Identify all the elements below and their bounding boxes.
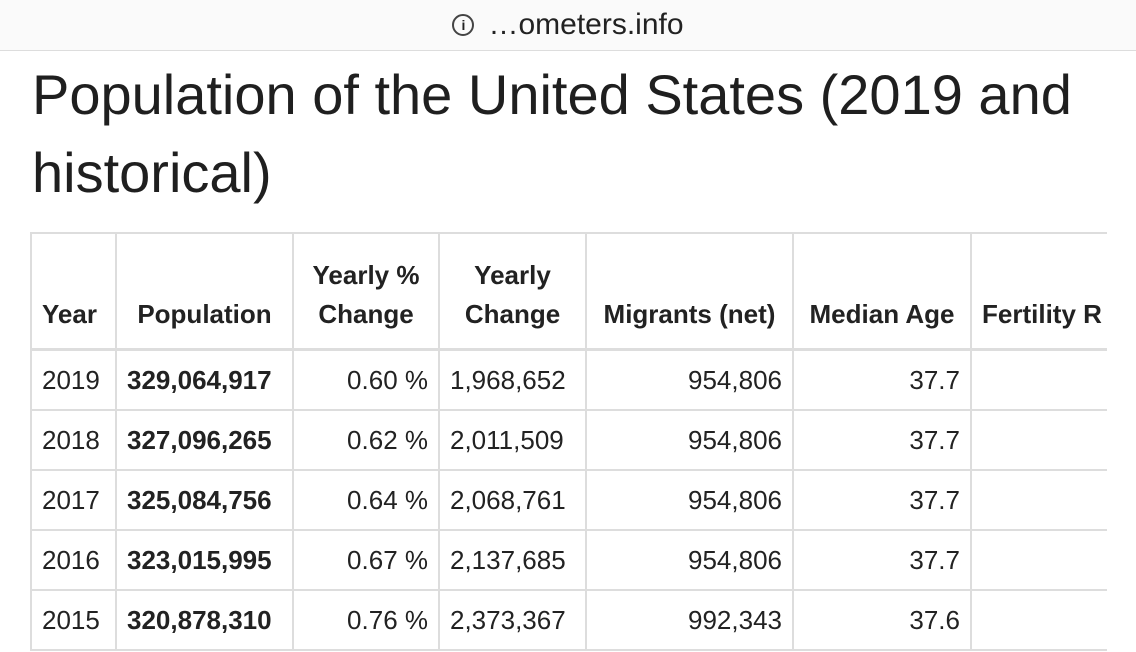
column-header[interactable]: Yearly Change (438, 232, 587, 351)
page-title: Population of the United States (2019 an… (32, 63, 1072, 204)
table-cell: 2,068,761 (438, 469, 587, 531)
column-header[interactable]: Median Age (792, 232, 972, 351)
table-cell: 320,878,310 (115, 589, 294, 651)
table-cell (970, 348, 1107, 411)
table-cell: 2018 (30, 409, 117, 471)
table-cell: 954,806 (585, 409, 794, 471)
table-body: 2019 329,064,917 0.60 % 1,968,652 954,806 37.… (30, 348, 1107, 651)
table-cell: 992,343 (585, 589, 794, 651)
table-cell: 0.76 % (292, 589, 440, 651)
table-container: Year Population Yearly % Change Yearly C… (30, 232, 1107, 652)
table-cell: 954,806 (585, 348, 794, 411)
table-cell: 0.64 % (292, 469, 440, 531)
column-header[interactable]: Year (30, 232, 117, 351)
table-cell: 2,011,509 (438, 409, 587, 471)
table-cell: 37.7 (792, 348, 972, 411)
table-row: 2017 325,084,756 0.64 % 2,068,761 954,806 37.… (30, 469, 1107, 531)
table-cell (970, 589, 1107, 651)
table-cell: 325,084,756 (115, 469, 294, 531)
table-cell: 323,015,995 (115, 529, 294, 591)
info-icon[interactable]: i (452, 14, 475, 36)
table-cell (970, 469, 1107, 531)
table-cell: 327,096,265 (115, 409, 294, 471)
column-header[interactable]: Yearly % Change (292, 232, 440, 351)
table-cell: 954,806 (585, 469, 794, 531)
table-row: 2016 323,015,995 0.67 % 2,137,685 954,806 37.… (30, 529, 1107, 591)
table-cell (970, 409, 1107, 471)
table-row: 2015 320,878,310 0.76 % 2,373,367 992,343 37.… (30, 589, 1107, 651)
table-cell: 2017 (30, 469, 117, 531)
table-cell: 2019 (30, 348, 117, 411)
column-header[interactable]: Population (115, 232, 294, 351)
table-cell: 1,968,652 (438, 348, 587, 411)
table-cell: 37.6 (792, 589, 972, 651)
table-cell: 0.60 % (292, 348, 440, 411)
table-cell: 2015 (30, 589, 117, 651)
table-cell: 2016 (30, 529, 117, 591)
url-bar[interactable]: i …ometers.info (0, 0, 1136, 51)
column-header[interactable]: Fertility R (970, 232, 1107, 351)
table-cell: 954,806 (585, 529, 794, 591)
table-cell: 0.62 % (292, 409, 440, 471)
table-cell: 329,064,917 (115, 348, 294, 411)
url: …ometers.info (488, 8, 684, 41)
table-row: 2018 327,096,265 0.62 % 2,011,509 954,806 37.… (30, 409, 1107, 471)
table-cell: 37.7 (792, 469, 972, 531)
column-header[interactable]: Migrants (net) (585, 232, 794, 351)
table-cell: 37.7 (792, 409, 972, 471)
table-cell: 0.67 % (292, 529, 440, 591)
table-cell (970, 529, 1107, 591)
table-row: 2019 329,064,917 0.60 % 1,968,652 954,806 37.… (30, 348, 1107, 411)
table-cell: 2,373,367 (438, 589, 587, 651)
population-table: Year Population Yearly % Change Yearly C… (30, 232, 1107, 651)
table-cell: 2,137,685 (438, 529, 587, 591)
table-cell: 37.7 (792, 529, 972, 591)
